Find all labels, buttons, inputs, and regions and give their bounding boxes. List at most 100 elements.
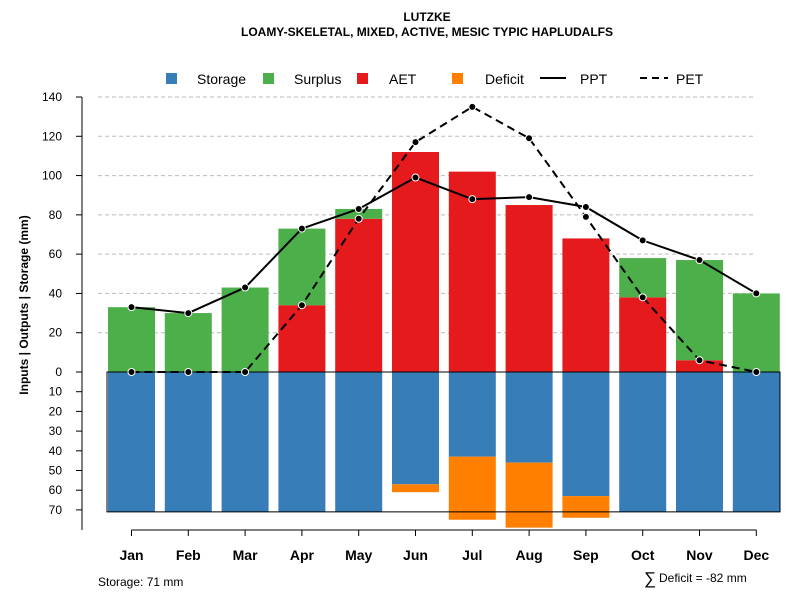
x-tick-label: Feb [176,547,201,563]
ppt-point [638,236,647,245]
surplus-bar [164,313,212,372]
pet-point [752,368,761,376]
ppt-point [184,309,193,318]
ppt-point [525,193,534,202]
deficit-bar [505,462,553,528]
y-axis: 0 20 40 60 80 100 120 140 10 20 30 40 50 60 70 [42,90,83,530]
ppt-point [695,256,704,265]
aet-bar [392,152,439,372]
series-lines [127,102,761,376]
pet-line [131,105,757,373]
legend-deficit-label: Deficit [485,71,524,87]
pet-point [127,368,136,376]
y-tick-label: 60 [49,247,63,261]
legend-surplus-label: Surplus [294,71,341,87]
deficit-bar [392,484,439,493]
deficit-total-label: Deficit = -82 mm [659,571,747,585]
pet-point [297,301,306,310]
storage-bar [278,372,326,512]
x-tick-label: Jul [462,547,482,563]
storage-bar [732,372,780,512]
ppt-point [354,204,363,213]
deficit-sum-symbol: ∑ [644,569,656,588]
surplus-bar [619,258,667,298]
x-axis: Jan Feb Mar Apr May Jun Jul Aug Sep Oct Nov Dec [119,529,769,563]
ppt-point [411,173,420,182]
legend-ppt-label: PPT [580,71,608,87]
ppt-line [131,176,757,315]
storage-bar [335,372,383,512]
chart-subtitle: LOAMY-SKELETAL, MIXED, ACTIVE, MESIC TYP… [241,25,613,39]
y-tick-label: 40 [49,444,63,458]
pet-point [354,214,363,223]
legend-pet-label: PET [676,71,704,87]
y-tick-label: 30 [49,424,63,438]
x-tick-label: May [345,547,372,563]
aet-bar [676,360,723,372]
storage-bar [676,372,723,512]
pet-point [638,293,647,302]
y-axis-label: Inputs | Outputs | Storage (mm) [17,215,31,394]
storage-bar [108,372,155,512]
aet-bar [562,238,610,372]
pet-point [525,134,534,143]
pet-point [695,356,704,365]
legend-deficit-swatch [452,73,463,84]
bars [106,152,781,528]
surplus-bar [108,307,155,372]
pet-point [184,368,193,376]
y-tick-label: 50 [49,464,63,478]
x-tick-label: Oct [631,547,655,563]
surplus-bar [732,293,780,372]
x-tick-label: Jan [119,547,143,563]
storage-bar [448,372,496,457]
y-tick-label: 60 [49,483,63,497]
storage-bar [392,372,439,485]
chart-title: LUTZKE [403,10,450,24]
storage-bar [562,372,610,497]
ppt-point [297,224,306,233]
storage-bar [164,372,212,512]
aet-bar [448,171,496,372]
legend-aet-label: AET [389,71,417,87]
storage-bar [505,372,553,463]
storage-bar [221,372,269,512]
deficit-bar [562,496,610,518]
y-tick-label: 40 [49,286,63,300]
storage-total-label: Storage: 71 mm [98,575,183,589]
legend-storage-label: Storage [197,71,246,87]
ppt-point [241,283,250,292]
y-tick-label: 20 [49,326,63,340]
x-tick-label: Jun [403,547,428,563]
aet-bar [619,297,667,372]
pet-point [411,138,420,147]
legend-aet-swatch [357,73,368,84]
y-tick-label: 70 [49,503,63,517]
surplus-bar [676,260,723,361]
y-tick-label: 80 [49,208,63,222]
ppt-point [581,203,590,211]
y-tick-label: 140 [42,90,62,104]
x-tick-label: Mar [233,547,258,563]
y-tick-label: 100 [42,169,62,183]
aet-bar [335,218,383,372]
x-tick-label: Dec [743,547,769,563]
legend: Storage Surplus AET Deficit PPT PET [166,71,704,87]
deficit-bar [448,456,496,520]
x-tick-label: Nov [686,547,713,563]
storage-bar [619,372,667,512]
surplus-bar [278,228,326,306]
x-tick-label: Apr [290,547,315,563]
y-tick-label: 10 [49,385,63,399]
x-tick-label: Aug [515,547,542,563]
ppt-point [752,289,761,298]
surplus-bar [335,208,383,219]
y-tick-label: 0 [55,365,62,379]
surplus-bar [221,287,269,372]
aet-bar [505,205,553,372]
aet-bar [278,305,326,372]
y-tick-label: 120 [42,129,62,143]
y-tick-label: 20 [49,404,63,418]
ppt-point [468,195,477,204]
